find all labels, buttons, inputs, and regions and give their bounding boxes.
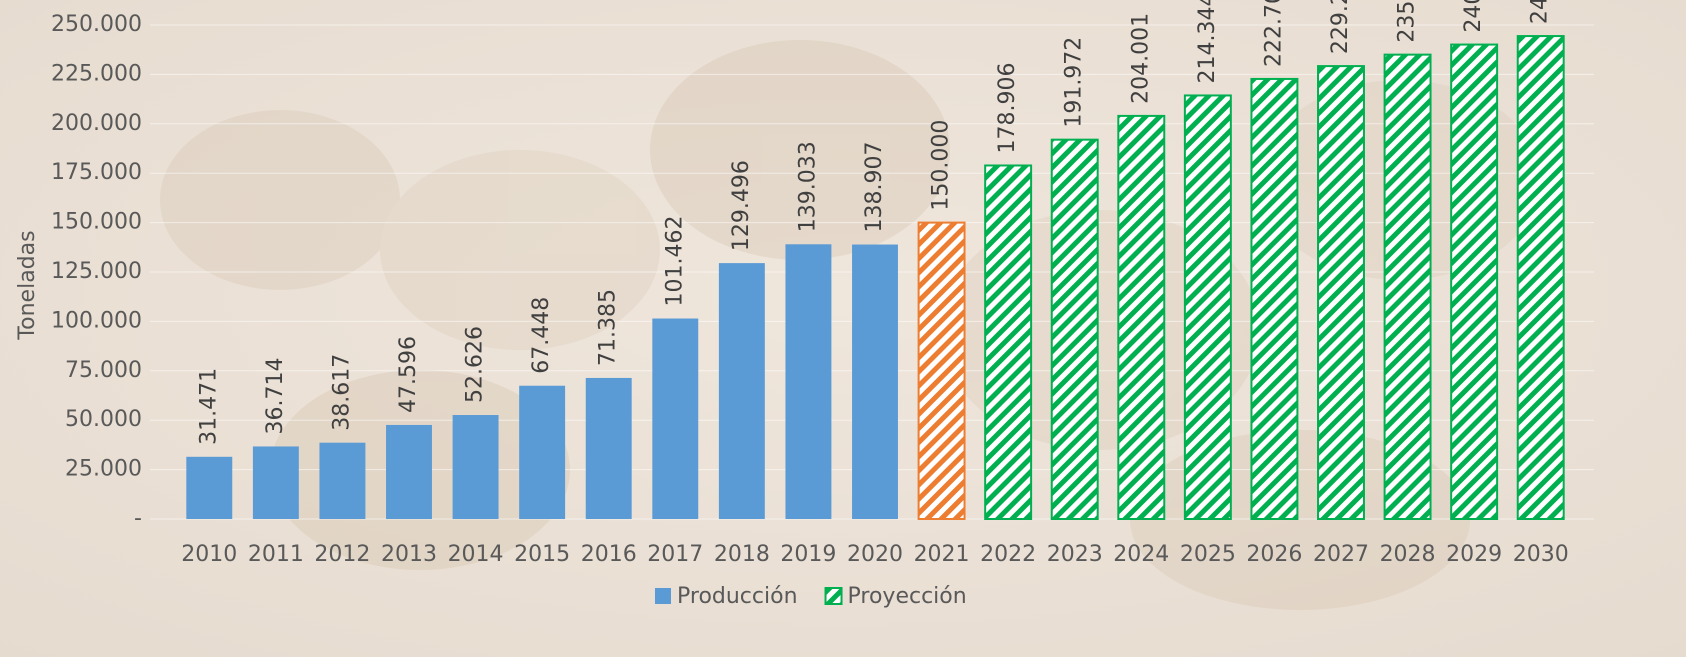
y-tick-label: 225.000 (51, 61, 142, 86)
x-tick-label: 2030 (1513, 542, 1569, 567)
data-label: 191.972 (1062, 37, 1087, 128)
data-label: 36.714 (263, 357, 288, 434)
chart: Toneladas - 25.000 50.000 75.000 100.000 125.… (0, 0, 1686, 657)
x-tick-label: 2025 (1180, 542, 1236, 567)
y-tick-label: 100.000 (51, 308, 142, 333)
data-label: 52.626 (463, 326, 488, 403)
bar (1518, 36, 1564, 519)
data-label: 178.906 (995, 62, 1020, 153)
legend-label: Producción (677, 584, 798, 609)
x-tick-label: 2028 (1380, 542, 1436, 567)
bar (319, 443, 365, 519)
data-label: 139.033 (795, 141, 820, 232)
bar (386, 425, 432, 519)
bar (785, 244, 831, 519)
data-label: 150.000 (929, 120, 954, 211)
data-label: 235.000 (1395, 0, 1420, 43)
data-label: 31.471 (196, 368, 221, 445)
bar (1251, 79, 1297, 519)
y-axis-title: Toneladas (15, 230, 40, 340)
bar (253, 446, 299, 519)
x-tick-label: 2024 (1113, 542, 1169, 567)
y-tick-label: 200.000 (51, 111, 142, 136)
x-tick-label: 2026 (1246, 542, 1302, 567)
data-label: 214.344 (1195, 0, 1220, 83)
page: Toneladas - 25.000 50.000 75.000 100.000 125.… (0, 0, 1686, 657)
y-tick-label: 75.000 (65, 358, 142, 383)
data-label: 240.100 (1461, 0, 1486, 33)
data-label: 138.907 (862, 142, 887, 233)
y-tick-label: 25.000 (65, 457, 142, 482)
x-tick-label: 2023 (1047, 542, 1103, 567)
legend-label: Proyección (848, 584, 967, 609)
bar (586, 378, 632, 519)
x-tick-label: 2018 (714, 542, 770, 567)
x-tick-label: 2010 (181, 542, 237, 567)
data-label: 67.448 (529, 297, 554, 374)
bar (453, 415, 499, 519)
x-tick-label: 2021 (914, 542, 970, 567)
y-tick-label: 250.000 (51, 12, 142, 37)
data-label: 222.700 (1261, 0, 1286, 67)
bar (919, 223, 965, 519)
bar (1385, 55, 1431, 519)
bar (1318, 66, 1364, 519)
bar (186, 457, 232, 519)
legend-swatch (655, 588, 671, 604)
data-label: 244.400 (1528, 0, 1553, 24)
data-label: 129.496 (729, 160, 754, 251)
x-tick-label: 2022 (980, 542, 1036, 567)
bar (719, 263, 765, 519)
x-tick-label: 2019 (780, 542, 836, 567)
data-label: 38.617 (329, 354, 354, 431)
y-tick-label: 50.000 (65, 407, 142, 432)
y-tick-label: 125.000 (51, 259, 142, 284)
bar (1185, 95, 1231, 519)
x-tick-label: 2012 (314, 542, 370, 567)
y-tick-label: 175.000 (51, 160, 142, 185)
y-tick-label: 150.000 (51, 210, 142, 235)
data-label: 229.200 (1328, 0, 1353, 54)
x-tick-label: 2027 (1313, 542, 1369, 567)
bar (1118, 116, 1164, 519)
bar (1451, 45, 1497, 519)
bar (652, 319, 698, 519)
bar (519, 386, 565, 519)
bar (1052, 140, 1098, 519)
x-tick-label: 2017 (647, 542, 703, 567)
legend-swatch (826, 588, 842, 604)
x-tick-label: 2020 (847, 542, 903, 567)
x-tick-label: 2014 (448, 542, 504, 567)
bar (852, 245, 898, 519)
x-tick-label: 2013 (381, 542, 437, 567)
data-label: 101.462 (662, 216, 687, 307)
x-tick-label: 2011 (248, 542, 304, 567)
bar (985, 165, 1031, 519)
x-tick-label: 2015 (514, 542, 570, 567)
data-label: 204.001 (1128, 13, 1153, 104)
y-tick-label: - (134, 506, 142, 531)
x-tick-label: 2016 (581, 542, 637, 567)
data-label: 71.385 (596, 289, 621, 366)
x-tick-label: 2029 (1446, 542, 1502, 567)
data-label: 47.596 (396, 336, 421, 413)
